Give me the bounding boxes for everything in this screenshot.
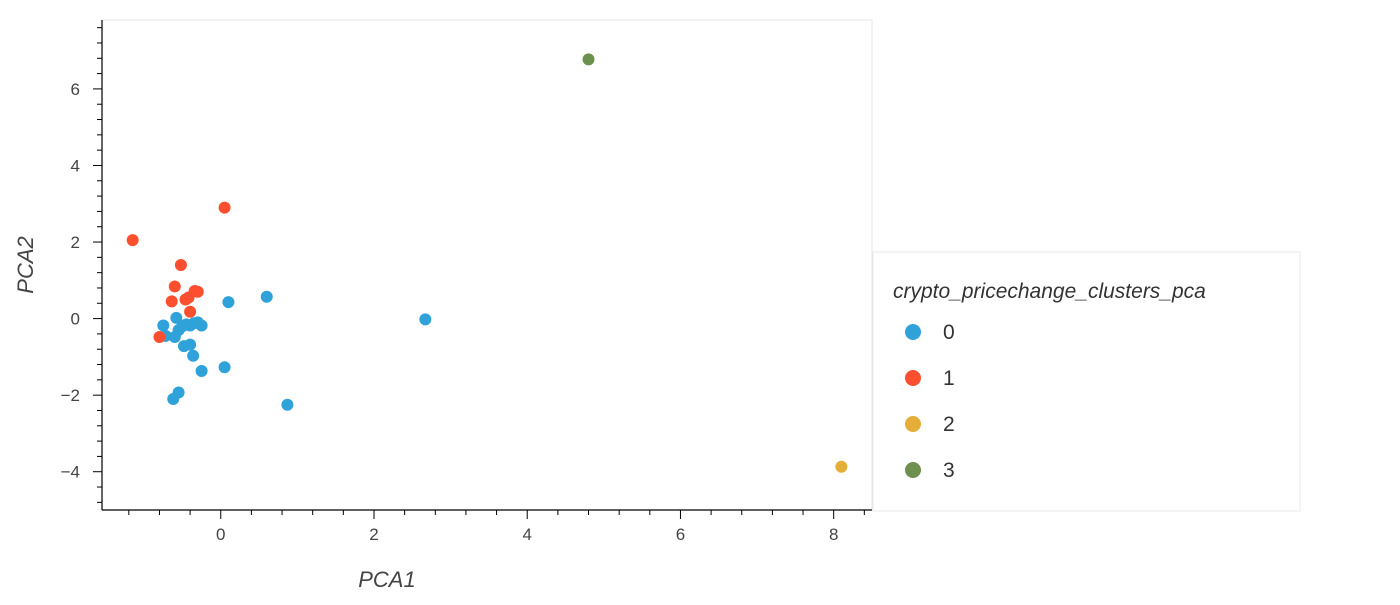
point-cluster-0[interactable] — [157, 319, 170, 332]
x-tick-label: 2 — [369, 525, 378, 544]
point-cluster-0[interactable] — [167, 392, 180, 405]
point-cluster-1[interactable] — [184, 305, 197, 318]
point-cluster-0[interactable] — [260, 290, 273, 303]
legend-marker-1[interactable] — [905, 370, 921, 386]
legend-label-2[interactable]: 2 — [943, 413, 955, 436]
point-cluster-0[interactable] — [419, 313, 432, 326]
point-cluster-2[interactable] — [835, 460, 848, 473]
y-tick-label: 0 — [71, 310, 80, 329]
point-cluster-0[interactable] — [281, 398, 294, 411]
y-tick-label: 2 — [71, 233, 80, 252]
point-cluster-0[interactable] — [184, 338, 197, 351]
x-tick-label: 8 — [829, 525, 838, 544]
point-cluster-1[interactable] — [191, 285, 204, 298]
legend-marker-3[interactable] — [905, 462, 921, 478]
point-cluster-0[interactable] — [218, 361, 231, 374]
point-cluster-0[interactable] — [187, 349, 200, 362]
y-tick-label: −4 — [61, 463, 80, 482]
x-tick-label: 0 — [216, 525, 225, 544]
x-axis-title: PCA1 — [358, 567, 415, 592]
x-tick-label: 6 — [676, 525, 685, 544]
legend-marker-0[interactable] — [905, 324, 921, 340]
point-cluster-0[interactable] — [222, 296, 235, 309]
x-tick-label: 4 — [522, 525, 531, 544]
legend-marker-2[interactable] — [905, 416, 921, 432]
y-axis-title: PCA2 — [13, 236, 38, 293]
y-tick-label: −2 — [61, 386, 80, 405]
legend-box — [872, 251, 1301, 512]
legend-label-0[interactable]: 0 — [943, 321, 955, 344]
point-cluster-1[interactable] — [218, 201, 231, 214]
point-cluster-0[interactable] — [195, 319, 208, 332]
legend-title: crypto_pricechange_clusters_pca — [893, 280, 1206, 303]
point-cluster-1[interactable] — [153, 330, 166, 343]
point-cluster-0[interactable] — [195, 365, 208, 378]
legend-label-3[interactable]: 3 — [943, 459, 955, 482]
y-tick-label: 4 — [71, 156, 80, 175]
point-cluster-1[interactable] — [126, 234, 139, 247]
point-cluster-1[interactable] — [168, 280, 181, 293]
plot-area — [101, 19, 873, 511]
point-cluster-0[interactable] — [170, 311, 183, 324]
y-tick-label: 6 — [71, 80, 80, 99]
point-cluster-3[interactable] — [582, 53, 595, 66]
point-cluster-1[interactable] — [174, 259, 187, 271]
point-cluster-1[interactable] — [165, 295, 178, 308]
legend-label-1[interactable]: 1 — [943, 367, 955, 390]
